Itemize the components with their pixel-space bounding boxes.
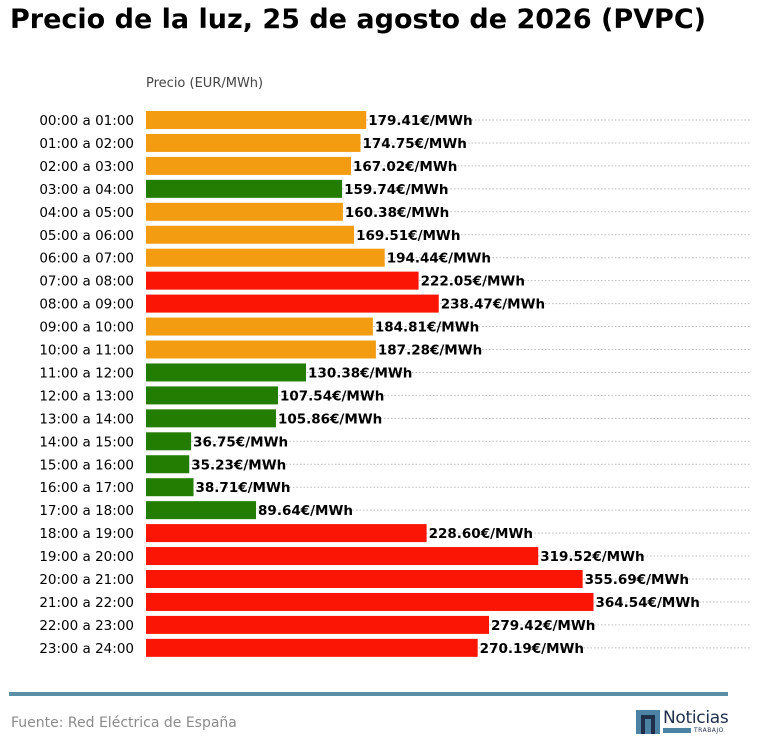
value-label: 169.51€/MWh xyxy=(356,228,460,244)
value-label: 238.47€/MWh xyxy=(441,297,545,313)
price-bar xyxy=(146,455,190,474)
price-bar xyxy=(146,294,439,313)
value-label: 36.75€/MWh xyxy=(193,434,288,450)
hour-label: 01:00 a 02:00 xyxy=(39,136,134,152)
hour-label: 07:00 a 08:00 xyxy=(39,274,134,290)
value-label: 270.19€/MWh xyxy=(480,641,584,657)
hour-label: 16:00 a 17:00 xyxy=(39,480,134,496)
value-label: 194.44€/MWh xyxy=(387,251,491,267)
price-bar xyxy=(146,179,343,198)
price-bar xyxy=(146,409,276,428)
hour-label: 03:00 a 04:00 xyxy=(39,182,134,198)
hour-label: 12:00 a 13:00 xyxy=(39,388,134,404)
value-label: 228.60€/MWh xyxy=(429,526,533,542)
price-bar xyxy=(146,156,352,175)
price-bar xyxy=(146,501,257,520)
hour-label: 10:00 a 11:00 xyxy=(39,343,134,359)
value-label: 187.28€/MWh xyxy=(378,343,482,359)
price-bar xyxy=(146,386,279,405)
price-bar xyxy=(146,317,373,336)
hour-label: 23:00 a 24:00 xyxy=(39,641,134,657)
value-label: 355.69€/MWh xyxy=(585,572,689,588)
value-label: 174.75€/MWh xyxy=(363,136,467,152)
hour-label: 17:00 a 18:00 xyxy=(39,503,134,519)
value-label: 279.42€/MWh xyxy=(491,618,595,634)
value-label: 167.02€/MWh xyxy=(353,159,457,175)
footer-divider xyxy=(9,692,728,696)
price-bar xyxy=(146,570,583,588)
hour-label: 00:00 a 01:00 xyxy=(39,113,134,129)
hour-label: 22:00 a 23:00 xyxy=(39,618,134,634)
hour-label: 11:00 a 12:00 xyxy=(39,365,134,381)
logo-text: Noticias xyxy=(663,708,729,728)
hour-label: 14:00 a 15:00 xyxy=(39,434,134,450)
price-bar xyxy=(146,592,594,611)
hour-label: 21:00 a 22:00 xyxy=(39,595,134,611)
hour-label: 18:00 a 19:00 xyxy=(39,526,134,542)
price-bar xyxy=(146,111,367,129)
value-label: 364.54€/MWh xyxy=(596,595,700,611)
price-bar xyxy=(146,524,427,543)
price-bar xyxy=(146,363,307,382)
hour-label: 05:00 a 06:00 xyxy=(39,228,134,244)
price-bar xyxy=(146,547,539,566)
value-label: 179.41€/MWh xyxy=(368,113,472,129)
price-bar xyxy=(146,432,192,451)
price-bar xyxy=(146,615,490,634)
value-label: 89.64€/MWh xyxy=(258,503,353,519)
logo-subtext: TRABAJO xyxy=(694,727,724,734)
value-label: 160.38€/MWh xyxy=(345,205,449,221)
hour-label: 06:00 a 07:00 xyxy=(39,251,134,267)
value-label: 130.38€/MWh xyxy=(308,365,412,381)
value-label: 319.52€/MWh xyxy=(540,549,644,565)
value-label: 159.74€/MWh xyxy=(344,182,448,198)
price-bar xyxy=(146,225,355,244)
source-note: Fuente: Red Eléctrica de España xyxy=(11,715,237,731)
value-label: 38.71€/MWh xyxy=(196,480,291,496)
axis-label: Precio (EUR/MWh) xyxy=(146,76,263,91)
brand-logo[interactable]: Noticias TRABAJO xyxy=(636,708,731,735)
price-bar xyxy=(146,133,361,152)
value-label: 35.23€/MWh xyxy=(191,457,286,473)
hour-label: 13:00 a 14:00 xyxy=(39,411,134,427)
hour-label: 15:00 a 16:00 xyxy=(39,457,134,473)
hour-label: 02:00 a 03:00 xyxy=(39,159,134,175)
hour-label: 20:00 a 21:00 xyxy=(39,572,134,588)
price-bar xyxy=(146,638,478,657)
price-bar-chart: Precio (EUR/MWh) 00:00 a 01:00 01:00 a 02… xyxy=(39,76,750,657)
price-bar xyxy=(146,478,194,497)
hour-label: 08:00 a 09:00 xyxy=(39,297,134,313)
hour-label: 09:00 a 10:00 xyxy=(39,320,134,336)
logo-mark-icon xyxy=(636,710,660,734)
value-label: 107.54€/MWh xyxy=(280,388,384,404)
hour-label: 04:00 a 05:00 xyxy=(39,205,134,221)
hour-label: 19:00 a 20:00 xyxy=(39,549,134,565)
chart-title: Precio de la luz, 25 de agosto de 2026 (… xyxy=(10,4,706,35)
price-bar xyxy=(146,202,343,221)
value-label: 105.86€/MWh xyxy=(278,411,382,427)
price-bar xyxy=(146,248,385,267)
price-bar xyxy=(146,340,376,359)
value-label: 222.05€/MWh xyxy=(421,274,525,290)
price-bar xyxy=(146,271,419,290)
value-label: 184.81€/MWh xyxy=(375,320,479,336)
